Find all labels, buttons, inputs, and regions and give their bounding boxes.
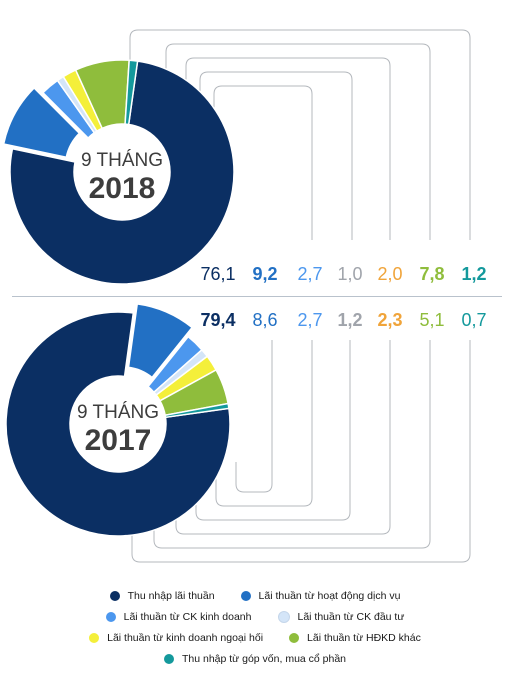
slice-2018-capital-contribution — [124, 59, 139, 126]
value-label-2018-fx: 2,0 — [377, 264, 402, 284]
legend-row: Thu nhập lãi thuần Lãi thuần từ hoạt động… — [0, 586, 510, 606]
connector-2017-2 — [175, 340, 391, 535]
slice-2018-services — [2, 86, 81, 159]
legend-label: Thu nhập từ góp vốn, mua cổ phần — [181, 653, 347, 665]
value-label-2018-capital-contribution: 1,2 — [461, 264, 486, 284]
connector-2017-0 — [131, 340, 471, 563]
legend-row: Lãi thuần từ CK kinh doanh Lãi thuần từ C… — [0, 607, 510, 627]
value-label-2017-services: 8,6 — [252, 310, 277, 330]
legend-row: Lãi thuần từ kinh doanh ngoại hối Lãi thu… — [0, 628, 510, 648]
legend-swatch — [109, 591, 120, 601]
slice-2018-net-interest — [9, 60, 235, 285]
connector-2018-0 — [129, 29, 471, 240]
center-year-2018: 2018 — [89, 172, 156, 205]
connector-2017-1 — [153, 340, 431, 549]
slice-2017-services — [127, 303, 194, 379]
legend-item: Lãi thuần từ HĐKD khác — [289, 632, 421, 644]
legend-item: Lãi thuần từ CK kinh doanh — [105, 611, 252, 623]
legend-row: Thu nhập từ góp vốn, mua cổ phần — [0, 649, 510, 669]
legend-swatch — [277, 611, 290, 623]
value-label-2018-net-interest: 76,1 — [200, 264, 235, 284]
legend-label: Lãi thuần từ kinh doanh ngoại hối — [107, 632, 264, 644]
legend-item: Thu nhập lãi thuần — [109, 590, 215, 602]
value-label-2017-other: 5,1 — [419, 310, 444, 330]
value-label-2017-fx: 2,3 — [377, 310, 402, 330]
legend-label: Lãi thuần từ CK đầu tư — [297, 611, 405, 623]
connector-2018-2 — [185, 57, 391, 240]
connector-2017-3 — [195, 340, 351, 521]
pie-hole-2018 — [75, 125, 169, 219]
value-label-2018-trading-securities: 2,7 — [297, 264, 322, 284]
legend-swatch — [105, 612, 116, 622]
legend-label: Lãi thuần từ hoạt động dịch vụ — [258, 590, 401, 602]
section-divider — [12, 296, 502, 297]
connector-2018-1 — [165, 43, 431, 240]
legend-label: Thu nhập lãi thuần — [127, 590, 215, 602]
slice-2017-capital-contribution — [164, 402, 230, 419]
value-labels: 76,1 9,2 2,7 1,0 2,0 7,8 1,2 79,4 8,6 2,7 1,2 2,3 5,… — [200, 264, 486, 330]
value-label-2018-services: 9,2 — [252, 264, 277, 284]
legend-label: Lãi thuần từ CK kinh doanh — [123, 611, 252, 623]
connector-2017-5 — [235, 340, 273, 493]
connector-2017-4 — [215, 340, 313, 507]
value-label-2017-net-interest: 79,4 — [200, 310, 235, 330]
value-label-2018-investment-securities: 1,0 — [337, 264, 362, 284]
legend-swatch — [89, 633, 100, 643]
value-label-2017-trading-securities: 2,7 — [297, 310, 322, 330]
legend: Thu nhập lãi thuần Lãi thuần từ hoạt động… — [0, 586, 510, 670]
legend-label: Lãi thuần từ HĐKD khác — [307, 632, 421, 644]
value-label-2018-other: 7,8 — [419, 264, 444, 284]
legend-swatch — [163, 654, 174, 664]
legend-swatch — [240, 591, 251, 601]
pie-hole-2017 — [71, 377, 165, 471]
center-period-2017: 9 THÁNG — [77, 402, 159, 423]
connector-2018-3 — [199, 71, 353, 240]
connector-lines — [129, 29, 471, 563]
legend-item: Lãi thuần từ CK đầu tư — [277, 611, 405, 623]
legend-swatch — [289, 633, 300, 643]
center-period-2018: 9 THÁNG — [81, 150, 163, 171]
legend-item: Lãi thuần từ kinh doanh ngoại hối — [89, 632, 263, 644]
connector-2018-4 — [213, 85, 313, 240]
legend-item: Lãi thuần từ hoạt động dịch vụ — [240, 590, 401, 602]
legend-item: Thu nhập từ góp vốn, mua cổ phần — [163, 653, 347, 665]
value-label-2017-investment-securities: 1,2 — [337, 310, 362, 330]
value-label-2017-capital-contribution: 0,7 — [461, 310, 486, 330]
slice-2017-net-interest — [5, 311, 231, 537]
center-year-2017: 2017 — [85, 424, 152, 457]
